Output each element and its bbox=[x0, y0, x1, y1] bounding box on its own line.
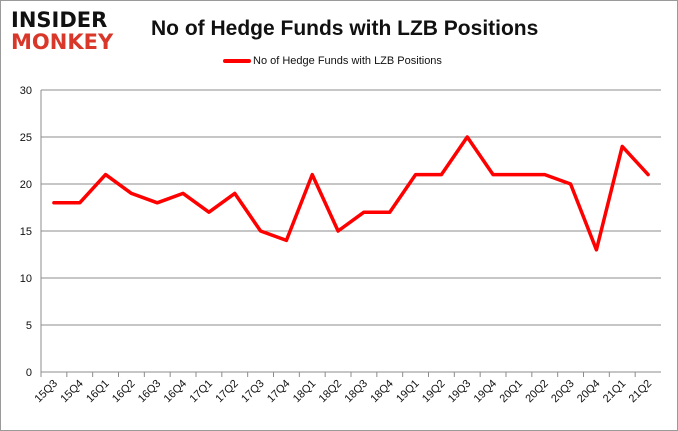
x-tick-label: 18Q1 bbox=[291, 378, 319, 406]
x-tick-label: 20Q3 bbox=[549, 378, 577, 406]
y-tick-label: 10 bbox=[20, 273, 32, 285]
legend-swatch bbox=[223, 59, 251, 63]
insider-monkey-logo: INSIDER MONKEY bbox=[11, 9, 113, 53]
x-tick-label: 17Q4 bbox=[265, 378, 293, 406]
x-tick-label: 18Q3 bbox=[343, 378, 371, 406]
y-tick-label: 15 bbox=[20, 226, 32, 238]
x-tick-label: 20Q2 bbox=[523, 378, 551, 406]
x-tick-label: 20Q1 bbox=[498, 378, 526, 406]
y-tick-label: 0 bbox=[26, 367, 32, 379]
x-tick-label: 17Q3 bbox=[239, 378, 267, 406]
x-tick-label: 17Q2 bbox=[213, 378, 241, 406]
series-line bbox=[52, 135, 650, 252]
x-tick-label: 16Q2 bbox=[110, 378, 138, 406]
y-tick-label: 20 bbox=[20, 179, 32, 191]
x-tick-label: 15Q4 bbox=[58, 378, 86, 406]
x-tick-label: 21Q2 bbox=[627, 378, 655, 406]
x-tick-label: 16Q1 bbox=[84, 378, 112, 406]
x-tick-label: 15Q3 bbox=[33, 378, 61, 406]
x-tick-label: 16Q4 bbox=[162, 378, 190, 406]
x-tick-label: 17Q1 bbox=[188, 378, 216, 406]
x-tick-label: 21Q1 bbox=[601, 378, 629, 406]
x-tick-label: 19Q4 bbox=[472, 378, 500, 406]
logo-line1: INSIDER bbox=[11, 8, 108, 32]
x-tick-label: 19Q1 bbox=[394, 378, 422, 406]
x-tick-label: 19Q3 bbox=[446, 378, 474, 406]
y-tick-label: 30 bbox=[20, 85, 32, 97]
x-tick-label: 16Q3 bbox=[136, 378, 164, 406]
legend: No of Hedge Funds with LZB Positions bbox=[223, 55, 442, 67]
x-tick-label: 19Q2 bbox=[420, 378, 448, 406]
x-tick-label: 18Q2 bbox=[317, 378, 345, 406]
y-tick-label: 5 bbox=[26, 320, 32, 332]
logo-line2: MONKEY bbox=[11, 30, 114, 54]
legend-label: No of Hedge Funds with LZB Positions bbox=[253, 55, 442, 67]
x-tick-label: 20Q4 bbox=[575, 378, 603, 406]
chart-title: No of Hedge Funds with LZB Positions bbox=[151, 17, 539, 40]
y-tick-label: 25 bbox=[20, 132, 32, 144]
x-tick-label: 18Q4 bbox=[368, 378, 396, 406]
